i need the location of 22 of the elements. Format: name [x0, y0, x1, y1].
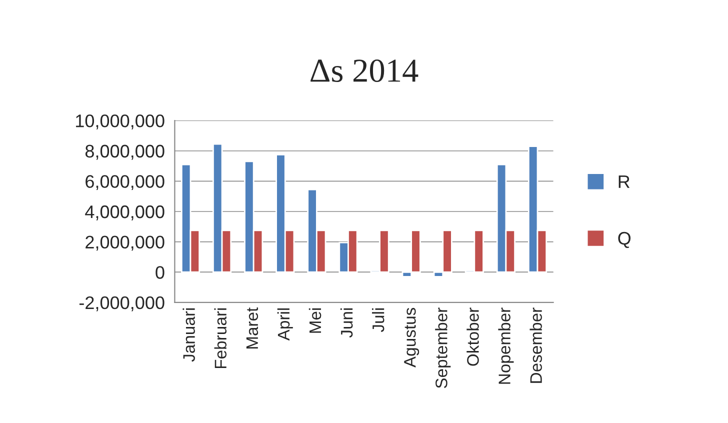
x-tick-label: Agustus	[404, 308, 420, 368]
y-tick-label: -2,000,000	[79, 296, 164, 312]
x-tick-label: Februari	[214, 308, 227, 368]
x-tick-label: Mei	[308, 308, 322, 333]
y-tick-label: 2,000,000	[86, 236, 164, 251]
x-tick-label: September	[435, 308, 451, 388]
legend-label: R	[618, 175, 630, 188]
x-tick-label: Juni	[340, 308, 353, 338]
x-tick-label: Oktober	[466, 308, 479, 366]
legend-label: Q	[618, 232, 631, 248]
x-tick-label: April	[277, 308, 293, 341]
x-tick-label: Desember	[530, 308, 542, 383]
x-tick-label: Nopember	[498, 308, 514, 384]
x-tick-label: Juli	[372, 308, 384, 332]
y-tick-label: 10,000,000	[76, 114, 164, 130]
y-tick-label: 6,000,000	[86, 175, 164, 190]
y-tick-label: 0	[156, 266, 164, 279]
chart-title: Δs 2014	[310, 60, 418, 82]
x-tick-label: Maret	[246, 307, 258, 349]
x-tick-label: Januari	[182, 308, 195, 362]
y-tick-label: 8,000,000	[85, 144, 164, 160]
y-tick-label: 4,000,000	[85, 205, 164, 220]
